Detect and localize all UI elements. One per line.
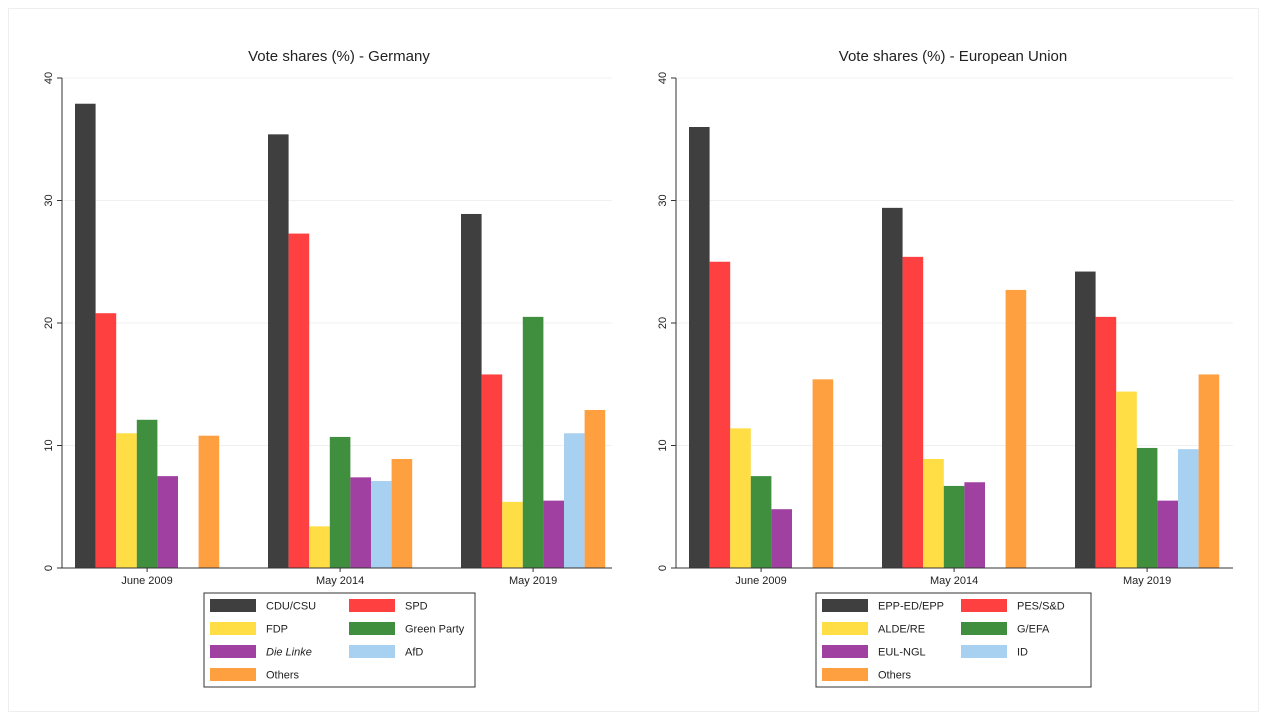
legend-label-pes-s-d: PES/S&D bbox=[1017, 601, 1065, 613]
x-tick-label: May 2014 bbox=[316, 575, 364, 587]
bar-g-efa-may-2014 bbox=[943, 485, 965, 568]
chart-title: Vote shares (%) - Germany bbox=[248, 48, 430, 65]
legend-swatch-cdu-csu bbox=[210, 599, 256, 612]
bar-cdu-csu-may-2019 bbox=[461, 213, 482, 568]
bar-epp-ed-epp-may-2019 bbox=[1075, 271, 1096, 568]
y-tick-label: 0 bbox=[657, 565, 669, 571]
bar-afd-may-2019 bbox=[564, 433, 585, 568]
legend-label-green-party: Green Party bbox=[405, 624, 465, 636]
legend-swatch-others bbox=[822, 668, 868, 681]
x-tick-label: June 2009 bbox=[735, 575, 786, 587]
legend-label-eul-ngl: EUL-NGL bbox=[878, 647, 926, 659]
eu-chart: Vote shares (%) - European Union 0 10 20 30 4… bbox=[657, 48, 1233, 688]
legend-label-afd: AfD bbox=[405, 647, 423, 659]
bar-id-may-2019 bbox=[1178, 449, 1199, 568]
x-tick-label: May 2019 bbox=[1123, 575, 1171, 587]
y-tick-label: 20 bbox=[657, 317, 669, 329]
bar-spd-may-2019 bbox=[481, 374, 503, 568]
legend-swatch-green-party bbox=[349, 622, 395, 635]
bar-others-may-2019 bbox=[1198, 374, 1220, 568]
legend-swatch-pes-s-d bbox=[961, 599, 1007, 612]
bar-cdu-csu-june-2009 bbox=[75, 103, 96, 568]
y-tick-label: 40 bbox=[43, 72, 55, 84]
legend-label-epp-ed-epp: EPP-ED/EPP bbox=[878, 601, 944, 613]
legend-swatch-g-efa bbox=[961, 622, 1007, 635]
bar-alde-re-june-2009 bbox=[730, 428, 751, 568]
x-tick-label: June 2009 bbox=[121, 575, 172, 587]
bar-others-june-2009 bbox=[198, 435, 220, 568]
bar-epp-ed-epp-may-2014 bbox=[882, 207, 903, 568]
bar-green-party-may-2019 bbox=[522, 316, 544, 568]
legend-label-others: Others bbox=[266, 670, 300, 682]
bar-green-party-may-2014 bbox=[329, 436, 351, 568]
bar-others-may-2019 bbox=[584, 409, 606, 568]
y-tick-label: 10 bbox=[43, 439, 55, 451]
bar-eul-ngl-june-2009 bbox=[771, 509, 792, 568]
figure-frame bbox=[8, 8, 1259, 712]
y-tick-label: 30 bbox=[43, 194, 55, 206]
y-tick-label: 10 bbox=[657, 439, 669, 451]
bar-fdp-june-2009 bbox=[116, 433, 137, 568]
x-tick-label: May 2019 bbox=[509, 575, 557, 587]
legend-swatch-afd bbox=[349, 645, 395, 658]
bar-epp-ed-epp-june-2009 bbox=[689, 127, 710, 568]
legend-swatch-fdp bbox=[210, 622, 256, 635]
bar-others-may-2014 bbox=[1005, 289, 1027, 568]
legend-label-id: ID bbox=[1017, 647, 1028, 659]
bar-g-efa-may-2019 bbox=[1136, 447, 1158, 568]
bar-pes-s-d-may-2019 bbox=[1095, 316, 1117, 568]
x-tick-label: May 2014 bbox=[930, 575, 978, 587]
bar-spd-may-2014 bbox=[288, 233, 310, 568]
y-tick-label: 20 bbox=[43, 317, 55, 329]
bar-spd-june-2009 bbox=[95, 313, 117, 568]
legend-label-fdp: FDP bbox=[266, 624, 288, 636]
bar-die-linke-june-2009 bbox=[157, 476, 178, 568]
legend-swatch-others bbox=[210, 668, 256, 681]
legend-label-spd: SPD bbox=[405, 601, 428, 613]
chart-title: Vote shares (%) - European Union bbox=[839, 48, 1067, 65]
legend-swatch-die-linke bbox=[210, 645, 256, 658]
bar-cdu-csu-may-2014 bbox=[268, 134, 289, 568]
bar-others-june-2009 bbox=[812, 379, 834, 568]
legend-label-alde-re: ALDE/RE bbox=[878, 624, 925, 636]
bar-g-efa-june-2009 bbox=[750, 476, 772, 568]
legend-swatch-id bbox=[961, 645, 1007, 658]
legend-label-cdu-csu: CDU/CSU bbox=[266, 601, 316, 613]
bar-fdp-may-2014 bbox=[309, 526, 330, 568]
legend-swatch-spd bbox=[349, 599, 395, 612]
bar-die-linke-may-2014 bbox=[350, 477, 371, 568]
bar-fdp-may-2019 bbox=[502, 501, 523, 568]
bar-eul-ngl-may-2014 bbox=[964, 482, 985, 568]
y-tick-label: 0 bbox=[43, 565, 55, 571]
bar-alde-re-may-2019 bbox=[1116, 391, 1137, 568]
germany-chart: Vote shares (%) - Germany 0 10 20 30 40 June 2… bbox=[43, 48, 612, 688]
bar-die-linke-may-2019 bbox=[543, 500, 564, 568]
bar-eul-ngl-may-2019 bbox=[1157, 500, 1178, 568]
legend-label-die-linke: Die Linke bbox=[266, 647, 312, 659]
legend-label-g-efa: G/EFA bbox=[1017, 624, 1050, 636]
bar-others-may-2014 bbox=[391, 458, 413, 568]
y-tick-label: 40 bbox=[657, 72, 669, 84]
legend-swatch-eul-ngl bbox=[822, 645, 868, 658]
bar-alde-re-may-2014 bbox=[923, 458, 944, 568]
legend-swatch-alde-re bbox=[822, 622, 868, 635]
bar-pes-s-d-may-2014 bbox=[902, 256, 924, 568]
legend-label-others: Others bbox=[878, 670, 912, 682]
legend-swatch-epp-ed-epp bbox=[822, 599, 868, 612]
bar-green-party-june-2009 bbox=[136, 419, 158, 568]
bar-afd-may-2014 bbox=[371, 481, 392, 568]
y-tick-label: 30 bbox=[657, 194, 669, 206]
bar-pes-s-d-june-2009 bbox=[709, 261, 731, 568]
